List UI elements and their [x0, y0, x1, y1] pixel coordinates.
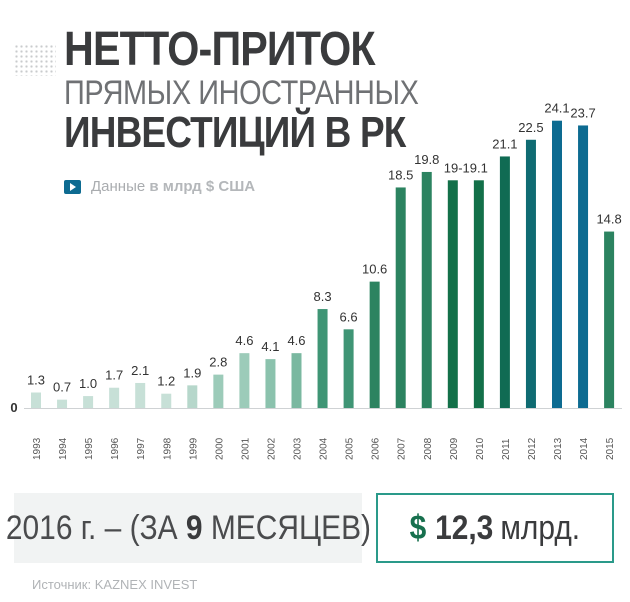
units-value: в млрд $ США — [149, 178, 256, 195]
tick-label-2000: 2000 — [214, 437, 225, 460]
value-label-2008: 19.8 — [414, 152, 439, 167]
bar-2009 — [447, 180, 458, 408]
value-label-2002: 4.1 — [261, 339, 279, 354]
units-prefix: Данные — [91, 178, 146, 195]
bar-2013 — [552, 120, 562, 409]
value-label-2005: 6.6 — [340, 309, 358, 324]
tick-label-2009: 2009 — [449, 437, 460, 460]
period-suffix: МЕСЯЦЕВ) — [202, 508, 371, 547]
bar-2010 — [473, 180, 484, 408]
y-zero-label: 0 — [10, 400, 17, 415]
units-note: Данные в млрд $ США — [64, 178, 255, 195]
bar-2006 — [369, 281, 380, 408]
value-label-2013: 24.1 — [544, 101, 569, 116]
bar-1994 — [57, 399, 68, 408]
value-label-1999: 1.9 — [183, 365, 201, 380]
bar-2002 — [265, 359, 276, 408]
title-line-1: НЕТТО-ПРИТОК — [64, 23, 376, 76]
bar-1996 — [109, 387, 120, 408]
value-label-2000: 2.8 — [209, 355, 227, 370]
value-label-2003: 4.6 — [287, 333, 305, 348]
bar-2003 — [291, 353, 302, 408]
bar-2000 — [213, 374, 224, 408]
value-label-2015: 14.8 — [596, 212, 621, 227]
bar-1995 — [83, 396, 94, 408]
tick-label-2014: 2014 — [579, 437, 590, 460]
value-label-2014: 23.7 — [570, 105, 595, 120]
source-note: Источник: KAZNEX INVEST — [32, 577, 198, 592]
tick-label-1998: 1998 — [162, 437, 173, 460]
bar-2015 — [604, 231, 615, 408]
bar-2004 — [317, 309, 328, 408]
tick-label-1996: 1996 — [110, 437, 121, 460]
value-label-1996: 1.7 — [105, 368, 123, 383]
value-label-1995: 1.0 — [79, 376, 97, 391]
tick-label-1997: 1997 — [136, 437, 147, 460]
bar-2007 — [395, 187, 406, 408]
bar-2014 — [578, 125, 589, 408]
bar-2001 — [239, 353, 250, 408]
play-icon — [64, 179, 81, 194]
value-label-2011: 21.1 — [492, 136, 517, 151]
bar-1998 — [161, 393, 172, 408]
value-label-1993: 1.3 — [27, 373, 45, 388]
value-label-2004: 8.3 — [314, 289, 332, 304]
bar-2011 — [499, 156, 510, 408]
period-prefix: 2016 г. – (ЗА — [5, 508, 186, 547]
value-label-1994: 0.7 — [53, 380, 71, 395]
amount-unit: млрд. — [500, 508, 581, 547]
tick-label-2001: 2001 — [240, 437, 251, 460]
tick-label-1995: 1995 — [84, 437, 95, 460]
title-line-2: ПРЯМЫХ ИНОСТРАННЫХ — [64, 74, 419, 112]
tick-label-2005: 2005 — [345, 437, 356, 460]
bar-chart: 0 1.3 1993 0.7 1994 1.0 1995 1.7 1996 2.1 1997 1.2 1… — [10, 101, 622, 460]
tick-label-2004: 2004 — [319, 437, 330, 460]
tick-label-1999: 1999 — [188, 437, 199, 460]
bar-2005 — [343, 329, 354, 408]
bar-2012 — [525, 139, 536, 408]
value-label-1997: 2.1 — [131, 363, 149, 378]
tick-label-2007: 2007 — [397, 437, 408, 460]
value-label-2012: 22.5 — [518, 120, 543, 135]
bar-1999 — [187, 385, 198, 408]
amount-box: $12,3 млрд. — [376, 493, 614, 563]
tick-label-2012: 2012 — [527, 437, 538, 460]
amount-value: 12,3 — [435, 508, 494, 547]
tick-label-2013: 2013 — [553, 437, 564, 460]
tick-label-1994: 1994 — [58, 437, 69, 460]
tick-label-2015: 2015 — [605, 437, 616, 460]
title-line-3: ИНВЕСТИЦИЙ В РК — [64, 108, 406, 157]
bar-1997 — [135, 382, 146, 408]
tick-label-2008: 2008 — [423, 437, 434, 460]
value-label-2009: 19-19.1 — [444, 160, 488, 175]
tick-label-2010: 2010 — [475, 437, 486, 460]
period-months: 9 — [185, 508, 203, 547]
tick-label-2002: 2002 — [266, 437, 277, 460]
tick-label-2011: 2011 — [501, 438, 512, 460]
value-label-1998: 1.2 — [157, 374, 175, 389]
value-label-2006: 10.6 — [362, 262, 387, 277]
bar-2008 — [421, 171, 432, 408]
bar-1993 — [31, 392, 41, 408]
value-label-2001: 4.6 — [235, 333, 253, 348]
period-box: 2016 г. – (ЗА 9 МЕСЯЦЕВ) — [5, 493, 371, 563]
dotted-decoration — [14, 44, 56, 76]
currency-sign: $ — [409, 508, 427, 547]
tick-label-2006: 2006 — [371, 437, 382, 460]
value-label-2007: 18.5 — [388, 167, 413, 182]
tick-label-2003: 2003 — [293, 437, 304, 460]
tick-label-1993: 1993 — [32, 437, 43, 460]
